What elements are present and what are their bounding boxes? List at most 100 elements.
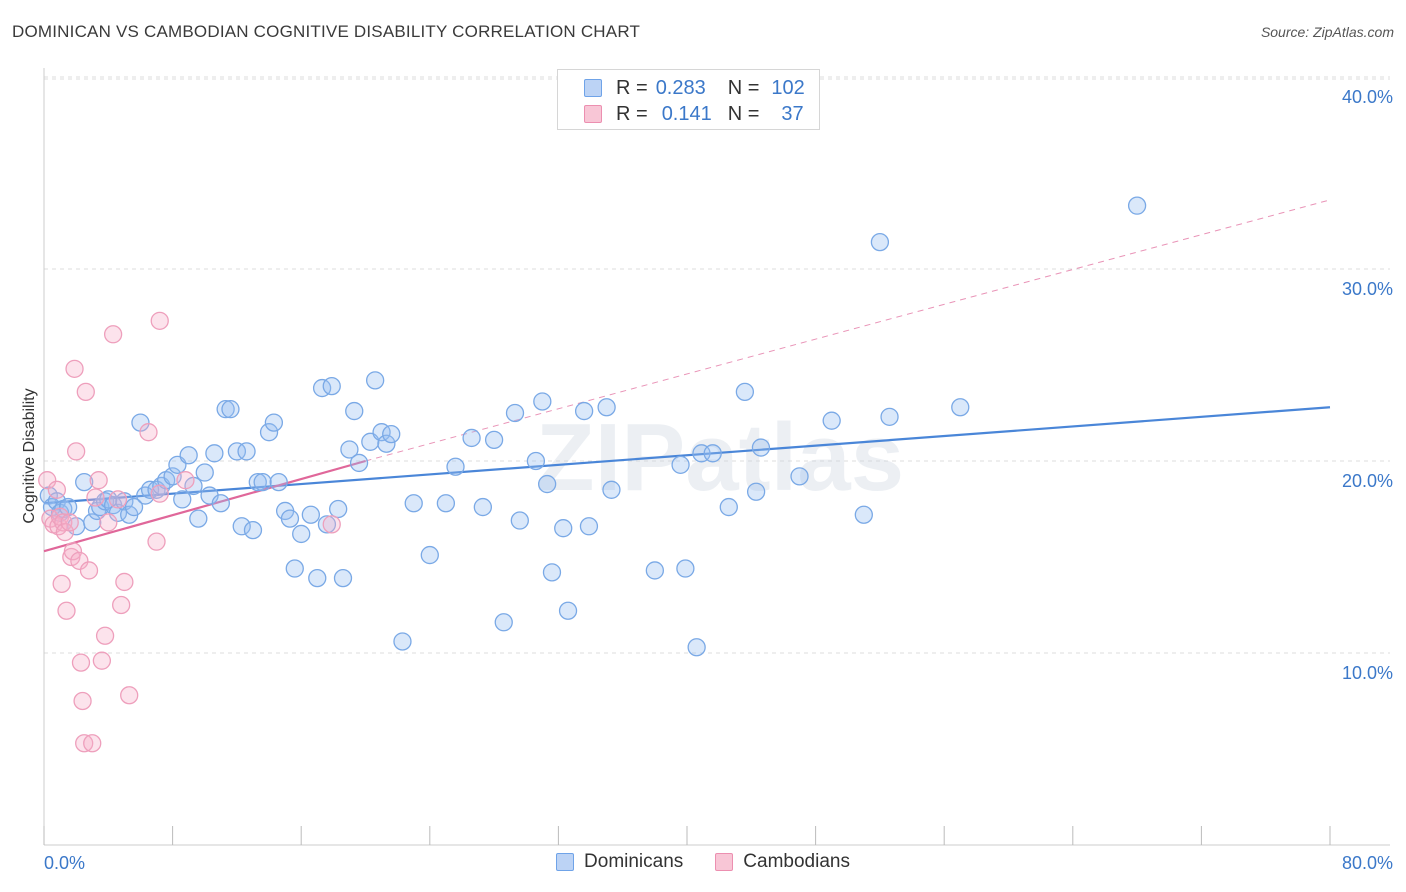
dominicans-point (340, 440, 359, 459)
cambodians-point (112, 595, 131, 615)
dominicans-point (264, 413, 284, 432)
dominicans-point (484, 430, 504, 450)
dominicans-point (393, 632, 412, 651)
dominicans-trend-line (43, 406, 1331, 505)
cambodians-point (89, 471, 108, 490)
dominicans-point (790, 467, 809, 486)
dominicans-point (822, 411, 841, 430)
chart-title: DOMINICAN VS CAMBODIAN COGNITIVE DISABIL… (12, 22, 641, 41)
dominicans-point (136, 486, 155, 505)
y-tick-label: 30.0% (1342, 279, 1393, 299)
cambodians-point (176, 471, 195, 490)
cambodians-point (65, 359, 84, 378)
cambodians-point (79, 561, 99, 580)
cambodians-point (55, 522, 75, 542)
dominicans-point (345, 401, 364, 421)
series-label-dominicans: Dominicans (584, 851, 684, 872)
dominicans-point (526, 451, 546, 471)
dominicans-point (179, 446, 198, 465)
cambodians-point (86, 488, 105, 507)
legend-r-label: R = (616, 76, 648, 99)
series-legend-dominicans[interactable]: Dominicans (556, 851, 683, 873)
dominicans-point (189, 509, 208, 528)
dominicans-point (221, 400, 240, 419)
dominicans-point (216, 400, 235, 419)
dominicans-point (404, 494, 423, 513)
legend-n-label: N = (727, 102, 760, 125)
dominicans-point (533, 392, 552, 411)
dominicans-point (602, 480, 621, 499)
dominicans-point (420, 545, 439, 565)
legend-n-value: 102 (771, 76, 805, 99)
dominicans-point (292, 524, 311, 544)
dominicans-point (436, 494, 456, 513)
dominicans-point (317, 515, 337, 534)
cambodians-point (76, 382, 95, 402)
x-tick-label-left: 0.0% (44, 853, 85, 873)
dominicans-point (227, 442, 247, 461)
dominicans-point (645, 561, 664, 580)
dominicans-point (322, 376, 341, 396)
grid-lines (44, 76, 1390, 654)
dominicans-point (473, 497, 492, 517)
legend-r-label: R = (616, 102, 648, 125)
dominicans-point (211, 494, 230, 513)
dominicans-point (205, 444, 224, 463)
cambodians-point (147, 532, 166, 551)
dominicans-point (751, 438, 771, 457)
cambodians-point (150, 311, 169, 330)
cambodians-point (95, 626, 115, 645)
dominicans-point (75, 472, 94, 492)
series-legend: Dominicans Cambodians (0, 851, 1406, 873)
legend-row-cambodians: R = 0.141 N = 37 (584, 102, 804, 126)
dominicans-point (140, 480, 160, 499)
dominicans-point (951, 398, 970, 417)
dominicans-point (248, 472, 267, 492)
dominicans-point (579, 517, 599, 536)
dominicans-point (195, 463, 214, 482)
dominicans-point (108, 503, 128, 522)
dominicans-point (735, 382, 755, 402)
dominicans-point (269, 472, 288, 492)
data-points (38, 196, 1147, 753)
dominicans-point (554, 519, 573, 538)
legend-r-value: 0.283 (655, 76, 706, 99)
dominicans-point (446, 457, 465, 476)
cambodians-point (47, 480, 67, 499)
cambodians-point (322, 515, 341, 534)
axes (43, 68, 1390, 846)
legend-swatch-cambodians (584, 105, 602, 123)
dominicans-point (173, 490, 192, 509)
cambodians-point (67, 442, 86, 461)
dominicans-point (671, 455, 690, 474)
y-tick-label: 40.0% (1342, 87, 1393, 107)
dominicans-point (462, 428, 481, 448)
cambodians-point (63, 542, 83, 561)
dominicans-point (494, 613, 513, 632)
cambodians-point (115, 572, 134, 592)
series-swatch-dominicans (556, 853, 575, 871)
trend-lines (43, 199, 1331, 553)
dominicans-point (676, 559, 695, 578)
y-axis-label: Cognitive Disability (21, 388, 38, 523)
legend-box: R = 0.283 N = 102 R = 0.141 N = 37 (557, 69, 820, 130)
dominicans-point (542, 563, 562, 582)
dominicans-point (243, 520, 263, 540)
dominicans-point (719, 497, 738, 517)
legend-row-dominicans: R = 0.283 N = 102 (584, 76, 805, 100)
cambodians-point (103, 325, 123, 344)
cambodians-point (70, 551, 89, 570)
dominicans-point (505, 403, 525, 423)
cambodians-point (60, 513, 79, 532)
series-label-cambodians: Cambodians (743, 851, 850, 872)
y-tick-label: 20.0% (1342, 471, 1393, 491)
series-legend-cambodians[interactable]: Cambodians (715, 851, 850, 873)
dominicans-point (687, 638, 706, 657)
dominicans-point (537, 474, 557, 494)
cambodians-point (57, 601, 76, 620)
dominicans-point (558, 601, 578, 620)
dominicans-point (124, 497, 144, 517)
cambodians-point (83, 734, 102, 753)
dominicans-point (1127, 196, 1147, 215)
cambodians-point (139, 423, 158, 442)
